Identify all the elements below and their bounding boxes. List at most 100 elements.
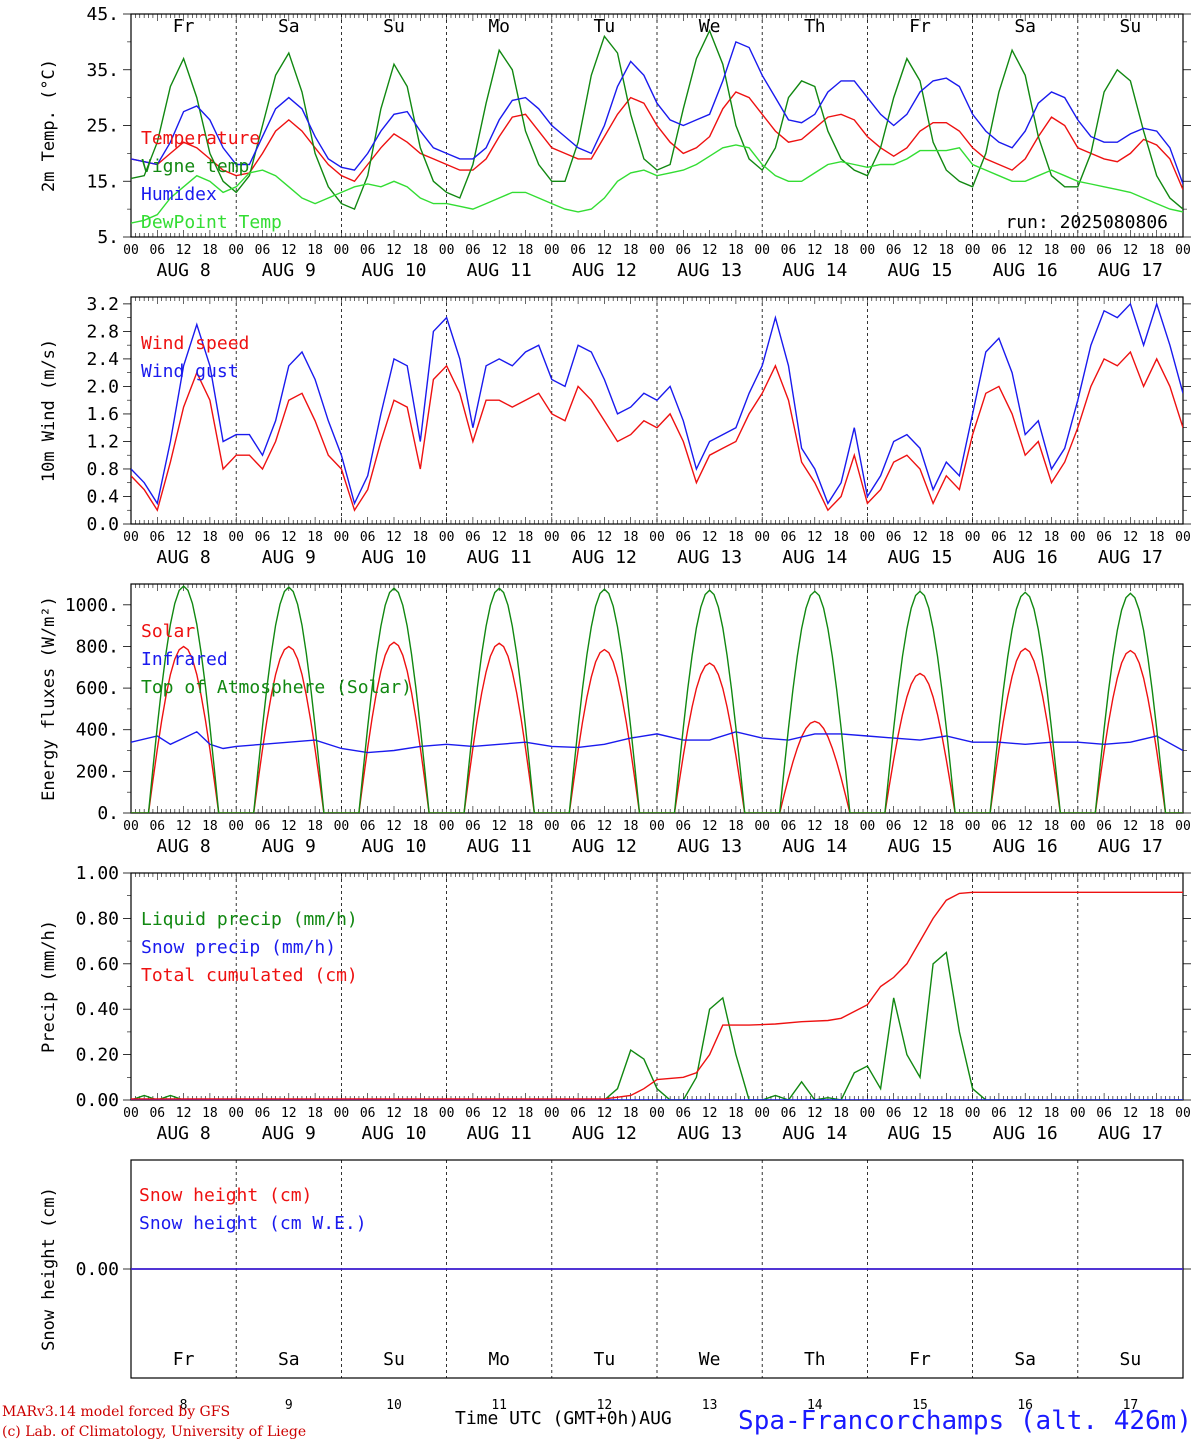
hour-tick-label: 00	[439, 819, 455, 834]
legend-liquid-precip-mm-h-: Liquid precip (mm/h)	[141, 909, 358, 930]
hour-tick-label: 18	[833, 819, 849, 834]
day-number-label: 11	[491, 1398, 507, 1413]
date-label: AUG 15	[887, 260, 952, 281]
hour-tick-label: 12	[1017, 1106, 1033, 1121]
panel-5: 8 9 10 11 12 13 14 15 16 17 0.00 Snow height (cm) Sn…	[39, 1159, 1191, 1413]
hour-tick-label: 00	[649, 243, 665, 258]
legend-total-cumulated-cm-: Total cumulated (cm)	[141, 965, 358, 986]
y-tick-label: 0.60	[76, 954, 119, 975]
hour-tick-label: 18	[412, 1106, 428, 1121]
hour-tick-label: 12	[807, 243, 823, 258]
panels: 00 06 12 18 00 06 12 18 00 06 12 18 00 06 12 18 00 06 12 18…	[39, 4, 1191, 1413]
hour-tick-label: 00	[544, 819, 560, 834]
date-label: AUG 8	[157, 1123, 211, 1144]
hour-tick-label: 06	[465, 530, 481, 545]
panel-3: 00 06 12 18 00 06 12 18 00 06 12 18 00 06 12 18 00 06 12 18…	[39, 583, 1191, 857]
x-axis-label: Time UTC (GMT+0h)AUG	[455, 1408, 672, 1429]
date-label: AUG 11	[467, 547, 532, 568]
hour-tick-label: 06	[1096, 819, 1112, 834]
hour-tick-label: 12	[281, 819, 297, 834]
y-tick-label: 0.	[97, 803, 119, 824]
hour-tick-label: 12	[1017, 243, 1033, 258]
hour-tick-label: 12	[597, 819, 613, 834]
hour-tick-label: 18	[202, 1106, 218, 1121]
hour-tick-label: 06	[570, 243, 586, 258]
hour-tick-label: 00	[334, 530, 350, 545]
hour-tick-label: 12	[702, 819, 718, 834]
series-line-temperature	[131, 91, 1183, 190]
hour-tick-label: 00	[123, 1106, 139, 1121]
hour-tick-label: 12	[912, 243, 928, 258]
y-tick-label: 0.0	[86, 514, 119, 535]
weekday-label: Su	[1120, 16, 1142, 37]
weekday-label: Sa	[278, 16, 300, 37]
hour-tick-label: 18	[623, 243, 639, 258]
y-tick-label: 15.	[86, 171, 119, 192]
y-tick-label: 1.2	[86, 431, 119, 452]
date-label: AUG 9	[262, 1123, 316, 1144]
hour-tick-label: 06	[991, 530, 1007, 545]
date-label: AUG 14	[782, 1123, 847, 1144]
hour-tick-label: 00	[1175, 530, 1191, 545]
hour-tick-label: 12	[597, 243, 613, 258]
weekday-label: Fr	[909, 16, 931, 37]
legend-snow-height-cm-: Snow height (cm)	[139, 1185, 312, 1206]
hour-tick-label: 18	[202, 243, 218, 258]
hour-tick-label: 06	[360, 1106, 376, 1121]
date-label: AUG 9	[262, 260, 316, 281]
hour-tick-label: 18	[623, 1106, 639, 1121]
hour-tick-label: 18	[1149, 243, 1165, 258]
hour-tick-label: 12	[912, 530, 928, 545]
weekday-label: Th	[804, 16, 826, 37]
date-label: AUG 16	[993, 260, 1058, 281]
legend-top-of-atmosphere-solar-: Top of Atmosphere (Solar)	[141, 677, 412, 698]
y-tick-label: 800.	[76, 636, 119, 657]
footer-copyright: (c) Lab. of Climatology, University of L…	[2, 1424, 306, 1440]
hour-tick-label: 06	[255, 819, 271, 834]
hour-tick-label: 06	[675, 1106, 691, 1121]
series-line-total-cumulated-cm-	[131, 891, 1183, 1100]
y-tick-label: 2.8	[86, 321, 119, 342]
hour-tick-label: 18	[307, 819, 323, 834]
hour-tick-label: 00	[649, 1106, 665, 1121]
day-number-label: 14	[807, 1398, 823, 1413]
hour-tick-label: 06	[360, 530, 376, 545]
y-tick-label: 200.	[76, 761, 119, 782]
hour-tick-label: 18	[307, 1106, 323, 1121]
hour-tick-label: 18	[1149, 819, 1165, 834]
date-label: AUG 17	[1098, 260, 1163, 281]
hour-tick-label: 00	[1175, 1106, 1191, 1121]
weekday-label: Mo	[488, 16, 510, 37]
hour-tick-label: 00	[860, 243, 876, 258]
hour-tick-label: 00	[439, 243, 455, 258]
hour-tick-label: 18	[728, 1106, 744, 1121]
legend-vigne-temp: Vigne temp	[141, 156, 249, 177]
hour-tick-label: 18	[833, 530, 849, 545]
hour-tick-label: 12	[807, 819, 823, 834]
hour-tick-label: 18	[938, 819, 954, 834]
hour-tick-label: 00	[334, 243, 350, 258]
y-tick-label: 0.00	[76, 1259, 119, 1280]
date-label: AUG 15	[887, 547, 952, 568]
hour-tick-label: 18	[518, 1106, 534, 1121]
hour-tick-label: 00	[228, 530, 244, 545]
hour-tick-label: 12	[1123, 530, 1139, 545]
hour-tick-label: 00	[334, 1106, 350, 1121]
hour-tick-label: 12	[386, 243, 402, 258]
hour-tick-label: 18	[833, 1106, 849, 1121]
hour-tick-label: 06	[886, 530, 902, 545]
hour-tick-label: 12	[1123, 1106, 1139, 1121]
hour-tick-label: 06	[991, 243, 1007, 258]
date-label: AUG 14	[782, 836, 847, 857]
hour-tick-label: 06	[149, 530, 165, 545]
hour-tick-label: 18	[1044, 1106, 1060, 1121]
weekday-label: Tu	[594, 1349, 616, 1370]
hour-tick-label: 00	[123, 530, 139, 545]
hour-tick-label: 06	[991, 1106, 1007, 1121]
date-label: AUG 17	[1098, 547, 1163, 568]
hour-tick-label: 18	[728, 530, 744, 545]
series-line-infrared	[131, 730, 1183, 754]
hour-tick-label: 12	[386, 819, 402, 834]
hour-tick-label: 18	[518, 819, 534, 834]
hour-tick-label: 00	[544, 243, 560, 258]
